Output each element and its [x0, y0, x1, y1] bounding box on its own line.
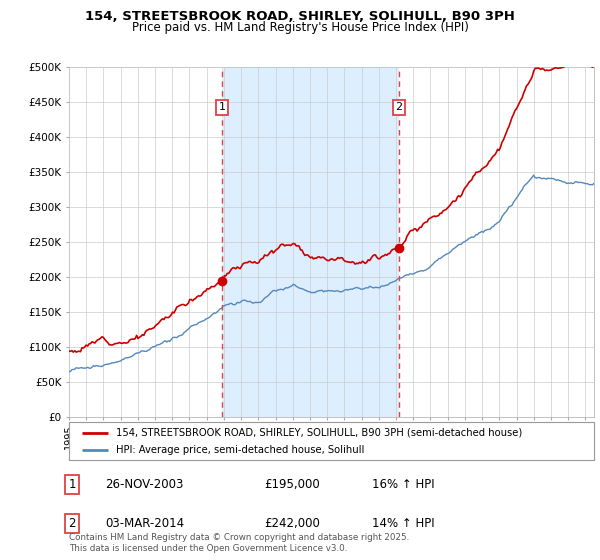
Text: 03-MAR-2014: 03-MAR-2014	[105, 517, 184, 530]
Text: HPI: Average price, semi-detached house, Solihull: HPI: Average price, semi-detached house,…	[116, 445, 365, 455]
Text: 16% ↑ HPI: 16% ↑ HPI	[372, 478, 434, 491]
FancyBboxPatch shape	[69, 422, 594, 460]
Text: £242,000: £242,000	[264, 517, 320, 530]
Text: 154, STREETSBROOK ROAD, SHIRLEY, SOLIHULL, B90 3PH: 154, STREETSBROOK ROAD, SHIRLEY, SOLIHUL…	[85, 10, 515, 23]
Text: 2: 2	[68, 517, 76, 530]
Text: £195,000: £195,000	[264, 478, 320, 491]
Text: Contains HM Land Registry data © Crown copyright and database right 2025.
This d: Contains HM Land Registry data © Crown c…	[69, 533, 409, 553]
Text: 2: 2	[395, 102, 403, 113]
Bar	[222, 67, 399, 417]
Text: 26-NOV-2003: 26-NOV-2003	[105, 478, 184, 491]
Text: 1: 1	[68, 478, 76, 491]
Text: 154, STREETSBROOK ROAD, SHIRLEY, SOLIHULL, B90 3PH (semi-detached house): 154, STREETSBROOK ROAD, SHIRLEY, SOLIHUL…	[116, 427, 523, 437]
Text: 14% ↑ HPI: 14% ↑ HPI	[372, 517, 434, 530]
Text: 1: 1	[218, 102, 226, 113]
Text: Price paid vs. HM Land Registry's House Price Index (HPI): Price paid vs. HM Land Registry's House …	[131, 21, 469, 34]
